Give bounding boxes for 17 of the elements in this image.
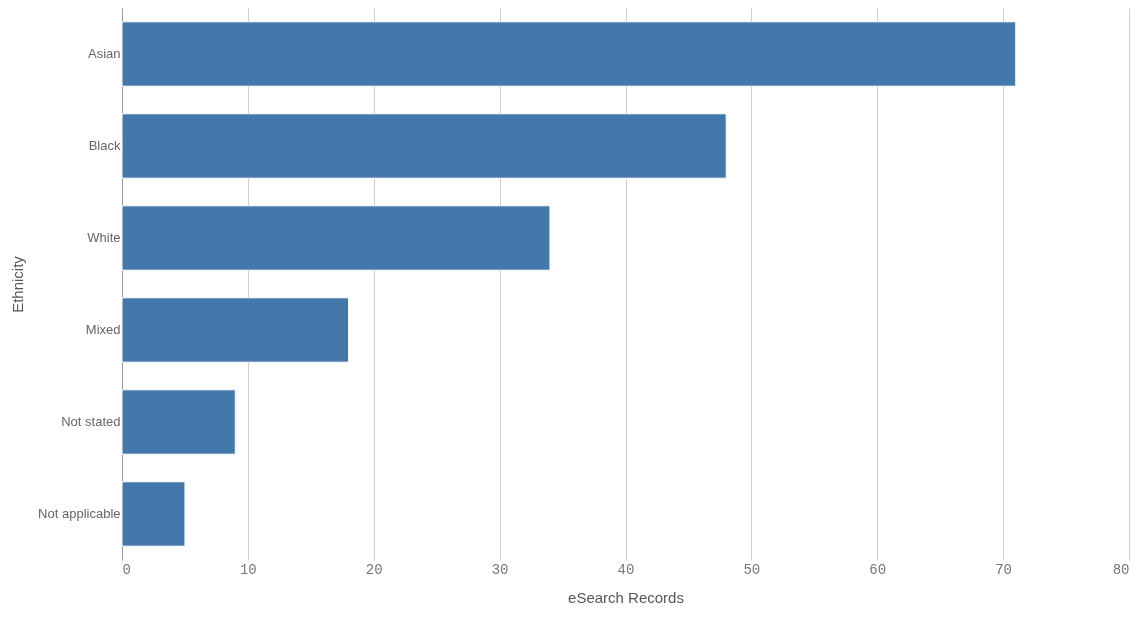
x-tick-label: 50 <box>743 561 761 578</box>
y-tick-label: Not stated <box>61 414 121 429</box>
x-tick-label: 0 <box>122 561 131 578</box>
y-tick-label: White <box>87 230 121 245</box>
x-tick-label: 60 <box>869 561 887 578</box>
x-tick-label: 30 <box>491 561 509 578</box>
y-tick-label: Asian <box>87 46 121 61</box>
y-tick-label: Black <box>88 138 121 153</box>
y-axis-title: Ethnicity <box>9 255 27 313</box>
x-tick-label: 10 <box>239 561 257 578</box>
x-axis-title: eSearch Records <box>568 588 684 606</box>
y-tick-label: Mixed <box>85 322 121 337</box>
x-tick-label: 70 <box>995 561 1013 578</box>
x-tick-label: 20 <box>365 561 383 578</box>
x-tick-label: 80 <box>1112 561 1130 578</box>
x-tick-label: 40 <box>617 561 635 578</box>
y-tick-label: Not applicable <box>38 506 121 521</box>
